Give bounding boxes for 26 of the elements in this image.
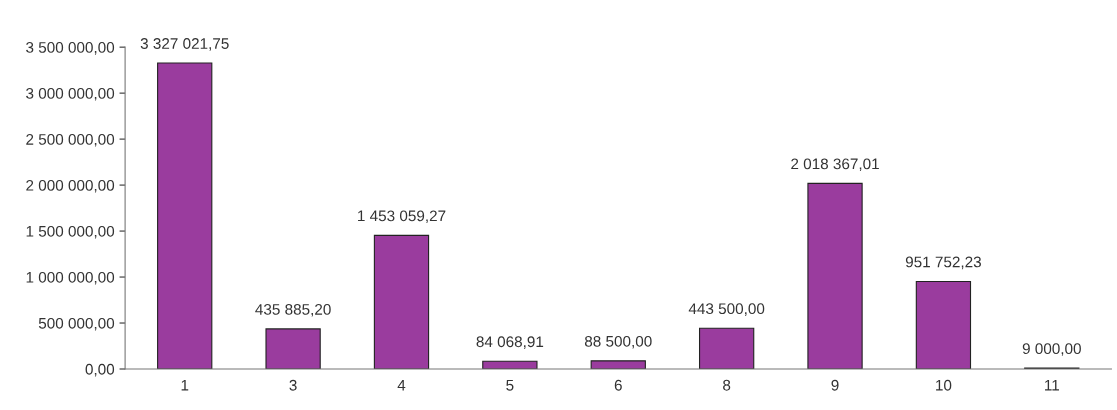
data-label: 951 752,23 — [905, 256, 981, 270]
data-label: 88 500,00 — [584, 335, 652, 349]
data-label: 1 453 059,27 — [358, 210, 446, 224]
data-label: 2 018 367,01 — [791, 158, 879, 172]
x-tick-label: 8 — [723, 379, 731, 391]
y-tick-label: 2 500 000,00 — [26, 133, 115, 147]
data-label: 3 327 021,75 — [140, 38, 229, 51]
y-tick-label: 3 000 000,00 — [26, 88, 115, 101]
data-label: 84 068,91 — [476, 336, 544, 349]
x-tick-label: 9 — [831, 379, 839, 391]
data-label: 443 500,00 — [688, 303, 765, 316]
data-label: 9 000,00 — [1022, 343, 1081, 356]
y-tick-label: 1 500 000,00 — [26, 225, 115, 239]
y-tick-label: 2 000 000,00 — [26, 179, 115, 193]
x-tick-label: 3 — [289, 379, 297, 391]
x-tick-label: 4 — [397, 379, 406, 391]
x-tick-label: 11 — [1045, 379, 1059, 391]
y-tick-label: 1 000 000,00 — [26, 271, 115, 285]
x-tick-label: 1 — [181, 379, 189, 391]
x-tick-label: 10 — [936, 379, 952, 391]
y-tick-label: 500 000,00 — [38, 317, 115, 331]
y-tick-label: 0,00 — [85, 363, 115, 377]
x-tick-label: 6 — [614, 379, 622, 391]
x-tick-label: 5 — [506, 379, 514, 391]
data-label: 435 885,20 — [255, 303, 331, 317]
y-tick-label: 3 500 000,00 — [26, 42, 115, 55]
